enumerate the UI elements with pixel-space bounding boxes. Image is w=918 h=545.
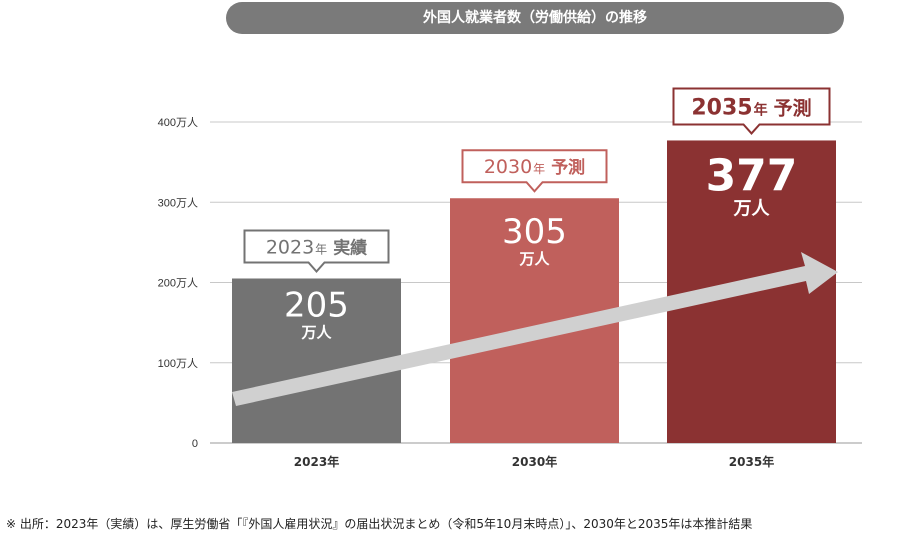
callout-year: 2030 (484, 156, 532, 178)
callout-frame (243, 229, 390, 273)
data-label-unit: 万人 (733, 198, 771, 219)
x-tick-label: 2035年 (729, 454, 774, 469)
x-tick-label: 2030年 (512, 454, 557, 469)
chart-title: 外国人就業者数（労働供給）の推移 (226, 2, 844, 34)
callout-year-suffix: 年 (754, 101, 768, 118)
data-label-unit: 万人 (518, 250, 550, 268)
callout-label: 実績 (333, 237, 367, 258)
source-footnote: ※ 出所：2023年（実績）は、厚生労働省「『外国人雇用状況』の届出状況まとめ（… (6, 517, 753, 531)
x-tick-label: 2023年 (294, 454, 339, 469)
data-label-value: 205 (284, 285, 349, 325)
callout-year: 2023 (266, 236, 314, 258)
year-callout: 2035年 予測 (672, 87, 831, 135)
callout-year-suffix: 年 (315, 242, 327, 256)
y-tick-label: 0 (192, 438, 198, 450)
callout-text: 2030年 予測 (484, 156, 585, 178)
callout-text: 2035年 予測 (691, 95, 811, 120)
callout-frame (672, 87, 831, 135)
y-tick-label: 400万人 (158, 116, 198, 129)
callout-year: 2035 (691, 95, 752, 120)
callout-text: 2023年 実績 (266, 236, 367, 258)
data-label-unit: 万人 (300, 323, 332, 341)
callout-label: 予測 (551, 157, 585, 178)
callout-frame (461, 149, 608, 193)
bar (232, 278, 401, 443)
y-tick-label: 300万人 (158, 196, 198, 209)
callout-year-suffix: 年 (533, 162, 545, 176)
trend-arrow (232, 252, 838, 406)
year-callout: 2023年 実績 (243, 229, 390, 273)
y-tick-label: 200万人 (158, 277, 198, 290)
callout-label: 予測 (774, 96, 812, 119)
data-label-value: 305 (502, 212, 567, 252)
y-tick-label: 100万人 (158, 357, 198, 370)
data-label-value: 377 (706, 150, 798, 201)
year-callout: 2030年 予測 (461, 149, 608, 193)
